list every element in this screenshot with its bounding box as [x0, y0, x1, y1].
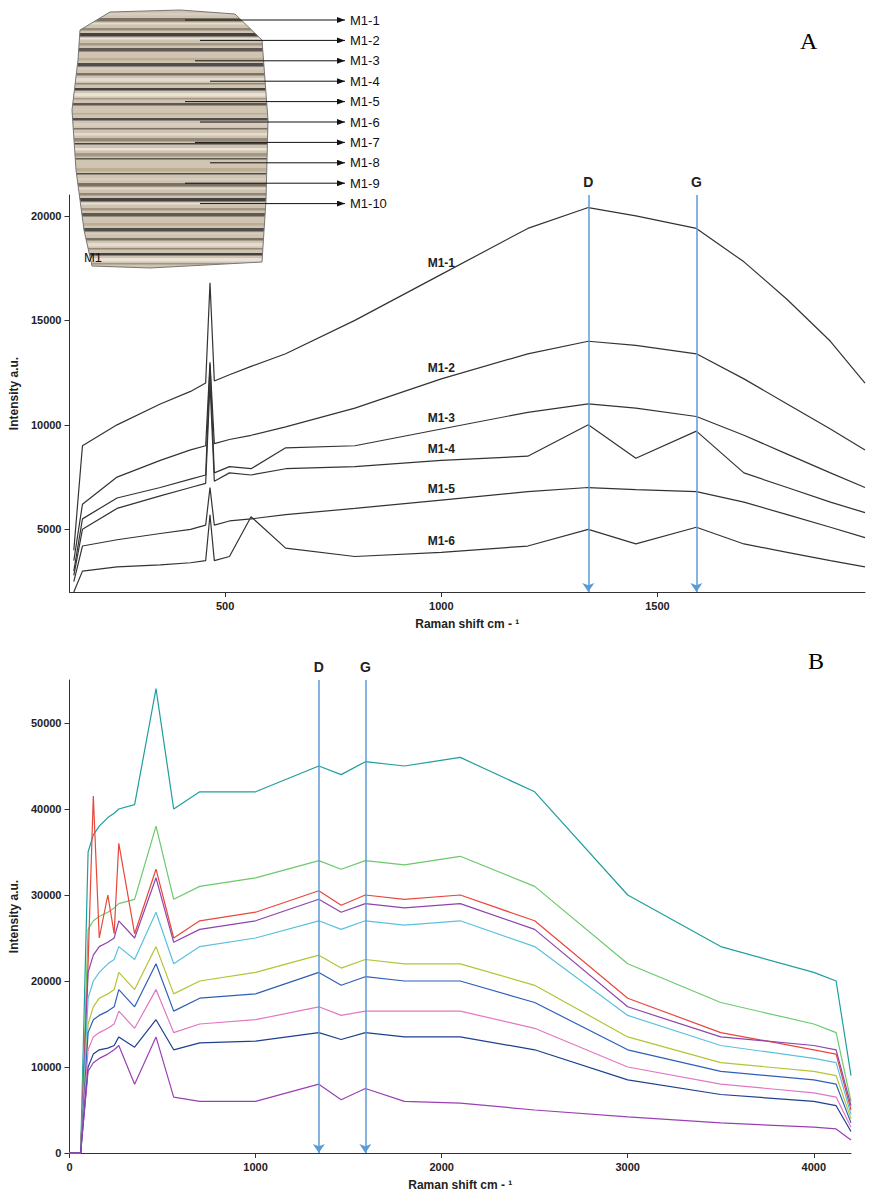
- html-text:A: A: [800, 28, 818, 54]
- svg-text:0: 0: [66, 1161, 72, 1173]
- svg-text:15000: 15000: [31, 314, 62, 326]
- svg-text:M1-10: M1-10: [350, 196, 387, 211]
- svg-text:4000: 4000: [802, 1161, 826, 1173]
- svg-text:M1-3: M1-3: [350, 53, 380, 68]
- svg-text:M1-8: M1-8: [350, 155, 380, 170]
- svg-text:Raman shift cm - ¹: Raman shift cm - ¹: [415, 617, 519, 631]
- svg-text:M1-2: M1-2: [350, 33, 380, 48]
- svg-text:G: G: [360, 659, 371, 675]
- svg-text:0: 0: [55, 1147, 61, 1159]
- svg-text:20000: 20000: [31, 975, 62, 987]
- svg-text:30000: 30000: [31, 889, 62, 901]
- svg-text:40000: 40000: [31, 803, 62, 815]
- svg-text:M1-6: M1-6: [350, 115, 380, 130]
- svg-text:Intensity a.u.: Intensity a.u.: [7, 880, 21, 953]
- svg-text:500: 500: [216, 600, 234, 612]
- svg-text:M1-5: M1-5: [428, 482, 456, 496]
- svg-text:5000: 5000: [37, 523, 61, 535]
- svg-text:2000: 2000: [429, 1161, 453, 1173]
- svg-text:M1: M1: [84, 250, 102, 265]
- svg-text:M1-4: M1-4: [428, 442, 456, 456]
- svg-text:1000: 1000: [243, 1161, 267, 1173]
- svg-text:10000: 10000: [31, 1061, 62, 1073]
- svg-text:M1-7: M1-7: [350, 135, 380, 150]
- html-text:B: B: [808, 648, 824, 674]
- svg-text:M1-6: M1-6: [428, 534, 456, 548]
- svg-text:50000: 50000: [31, 717, 62, 729]
- svg-text:M1-2: M1-2: [428, 361, 456, 375]
- svg-text:20000: 20000: [31, 210, 62, 222]
- svg-text:M1-5: M1-5: [350, 94, 380, 109]
- svg-text:M1-4: M1-4: [350, 74, 380, 89]
- svg-text:3000: 3000: [615, 1161, 639, 1173]
- svg-text:D: D: [583, 174, 593, 190]
- svg-text:D: D: [314, 659, 324, 675]
- svg-text:M1-3: M1-3: [428, 411, 456, 425]
- svg-text:M1-1: M1-1: [428, 256, 456, 270]
- svg-text:Intensity a.u.: Intensity a.u.: [7, 357, 21, 430]
- svg-text:G: G: [691, 174, 702, 190]
- svg-text:M1-9: M1-9: [350, 176, 380, 191]
- svg-text:Raman shift cm - ¹: Raman shift cm - ¹: [408, 1178, 512, 1192]
- svg-text:1000: 1000: [429, 600, 453, 612]
- svg-text:10000: 10000: [31, 419, 62, 431]
- svg-text:M1-1: M1-1: [350, 13, 380, 28]
- svg-text:1500: 1500: [645, 600, 669, 612]
